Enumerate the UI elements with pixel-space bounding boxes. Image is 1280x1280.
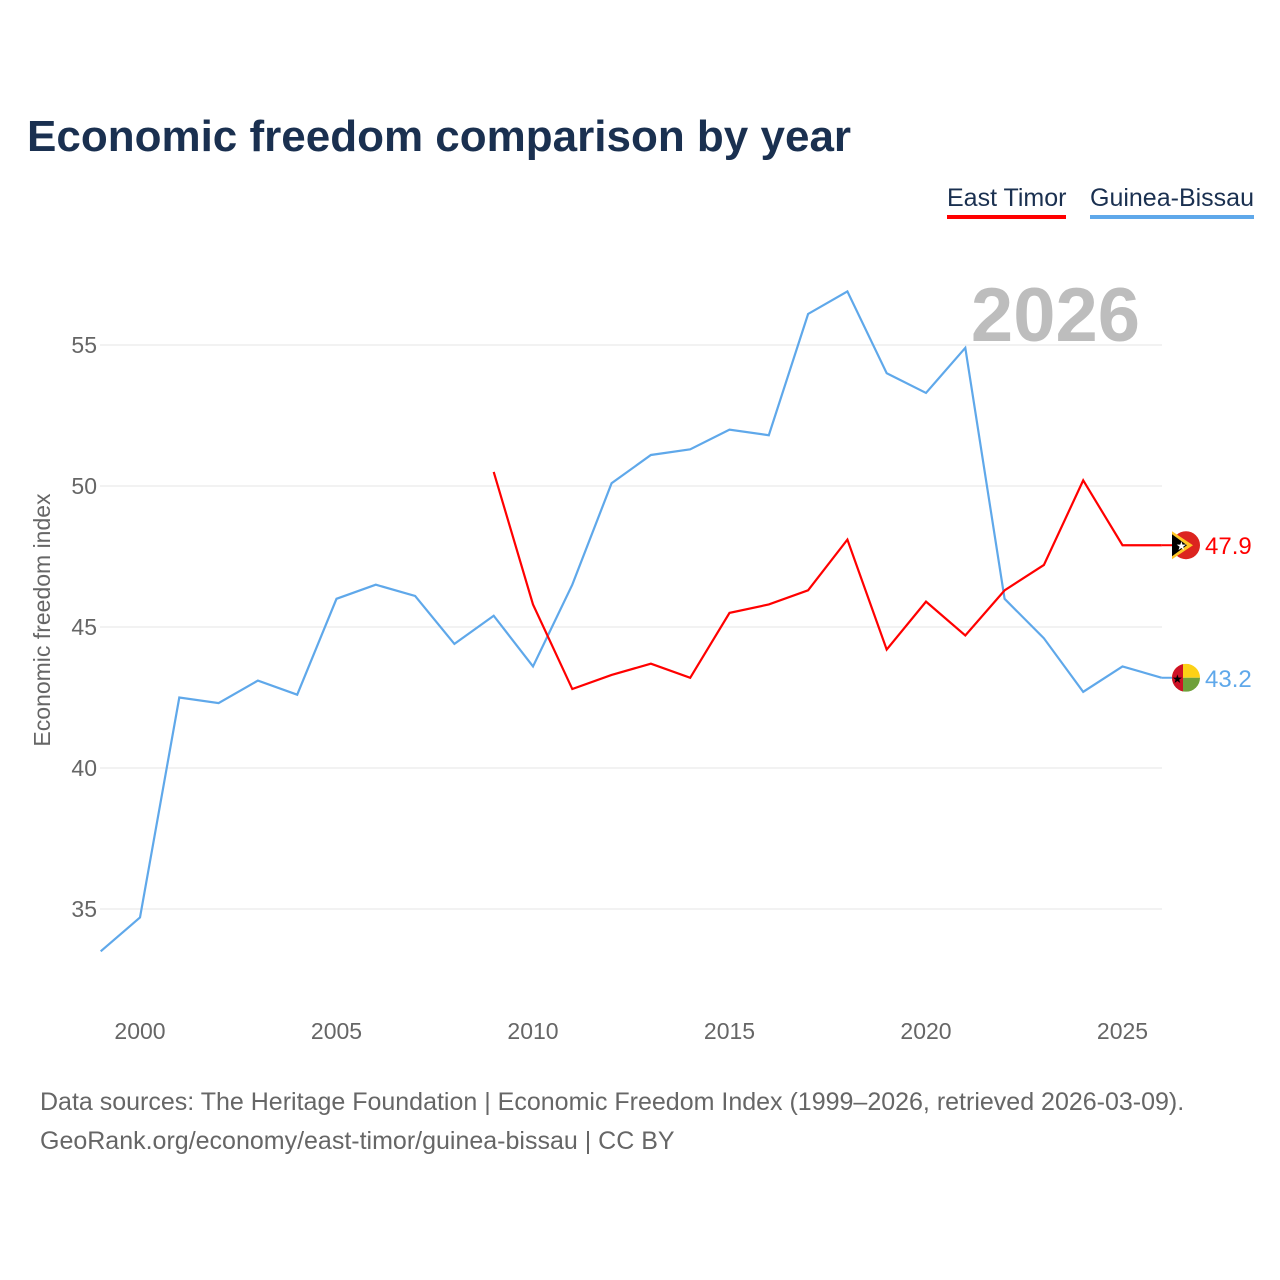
chart-title: Economic freedom comparison by year bbox=[27, 112, 852, 161]
y-tick-label: 40 bbox=[71, 755, 97, 781]
footer-sources: Data sources: The Heritage Foundation | … bbox=[40, 1088, 1185, 1116]
x-tick-label: 2015 bbox=[704, 1018, 755, 1044]
x-tick-label: 2025 bbox=[1097, 1018, 1148, 1044]
end-value-label: 47.9 bbox=[1205, 533, 1252, 560]
legend-guinea-bissau[interactable]: Guinea-Bissau bbox=[1090, 184, 1254, 219]
footer-link: GeoRank.org/economy/east-timor/guinea-bi… bbox=[40, 1127, 675, 1155]
x-tick-label: 2010 bbox=[507, 1018, 558, 1044]
series-line-guinea-bissau bbox=[99, 289, 1163, 953]
y-tick-label: 35 bbox=[71, 896, 97, 922]
y-tick-label: 55 bbox=[71, 332, 97, 358]
x-tick-label: 2000 bbox=[114, 1018, 165, 1044]
legend-east-timor[interactable]: East Timor bbox=[947, 184, 1067, 219]
end-value-label: 43.2 bbox=[1205, 666, 1252, 693]
flag-star: ★ bbox=[1172, 672, 1183, 686]
x-tick-label: 2020 bbox=[900, 1018, 951, 1044]
flag-band bbox=[1172, 663, 1183, 692]
y-axis-label: Economic freedom index bbox=[29, 493, 55, 747]
flag-star: ★ bbox=[1176, 539, 1187, 553]
year-label: 2026 bbox=[971, 273, 1140, 358]
y-tick-label: 50 bbox=[71, 473, 97, 499]
flag-triangle bbox=[1172, 534, 1187, 557]
series-line-east-timor bbox=[492, 471, 1162, 691]
x-tick-label: 2005 bbox=[311, 1018, 362, 1044]
y-tick-label: 45 bbox=[71, 614, 97, 640]
